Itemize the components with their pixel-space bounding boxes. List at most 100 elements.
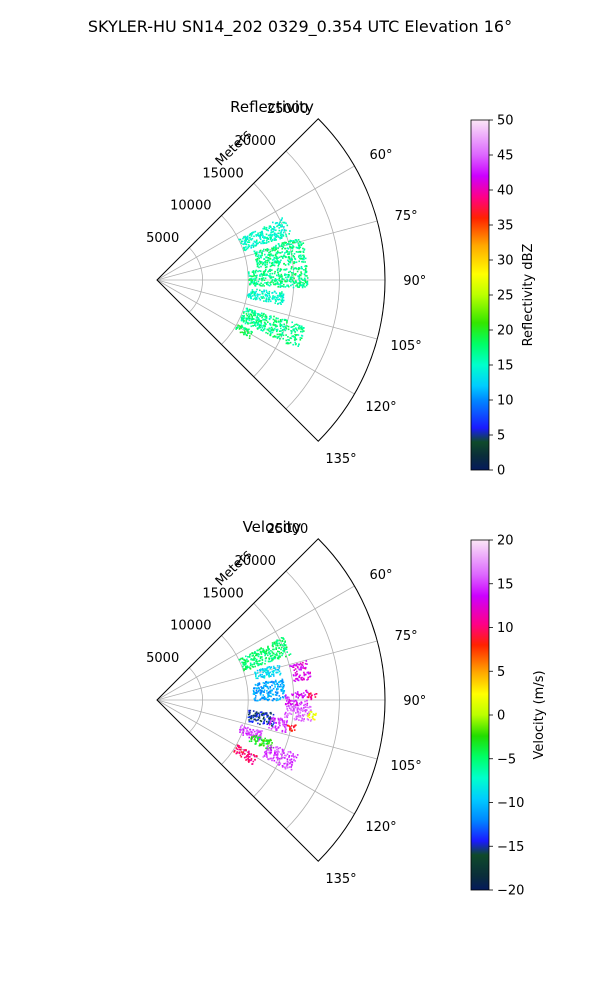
echo-gate xyxy=(282,235,285,237)
echo-gate xyxy=(276,668,279,671)
echo-gate xyxy=(261,233,264,235)
azimuth-spoke xyxy=(156,279,378,340)
echo-gate xyxy=(287,342,289,344)
echo-gate xyxy=(294,706,297,709)
echo-gate xyxy=(260,732,263,735)
echo-gate xyxy=(242,730,245,732)
echo-gate xyxy=(281,332,284,334)
colorbar-label: Velocity (m/s) xyxy=(532,670,547,759)
echo-gate xyxy=(304,662,307,665)
echo-gate xyxy=(282,749,285,751)
echo-gate xyxy=(257,254,260,256)
echo-gate xyxy=(268,751,270,754)
echo-gate xyxy=(276,269,279,271)
echo-gate xyxy=(294,337,296,340)
echo-gate xyxy=(271,742,273,744)
colorbar-label: Reflectivity dBZ xyxy=(521,244,536,347)
echo-gate xyxy=(268,740,271,743)
echo-gate xyxy=(276,748,278,751)
echo-gate xyxy=(284,247,287,250)
echo-gate xyxy=(295,267,298,270)
echo-gate xyxy=(282,724,285,727)
echo-gate xyxy=(240,657,242,660)
echo-gate xyxy=(256,731,259,733)
echo-gate xyxy=(248,273,250,275)
echo-gate xyxy=(254,654,257,657)
echo-gate xyxy=(251,321,254,324)
echo-gate xyxy=(275,689,278,691)
echo-gate xyxy=(294,719,296,721)
echo-gate xyxy=(279,338,281,340)
echo-gate xyxy=(280,231,282,234)
echo-gate xyxy=(267,234,270,237)
echo-gate xyxy=(268,270,270,272)
echo-gate xyxy=(294,692,297,694)
echo-gate xyxy=(283,762,285,765)
echo-gate xyxy=(284,767,287,770)
echo-gate xyxy=(303,678,305,680)
echo-gate xyxy=(293,725,296,728)
echo-gate xyxy=(299,666,302,669)
echo-gate xyxy=(279,325,282,327)
echo-gate xyxy=(257,653,259,655)
echo-gate xyxy=(280,285,282,288)
colorbar-tick-label: 35 xyxy=(497,219,514,234)
echo-gate xyxy=(306,275,308,277)
echo-gate xyxy=(254,699,256,701)
echo-gate xyxy=(299,716,302,718)
echo-gate xyxy=(269,717,272,719)
echo-gate xyxy=(260,711,263,713)
echo-gate xyxy=(243,249,246,251)
echo-gate xyxy=(272,648,274,651)
echo-gate xyxy=(286,243,289,245)
echo-gate xyxy=(300,328,302,330)
echo-gate xyxy=(272,246,275,248)
echo-gate xyxy=(301,714,304,716)
echo-gate xyxy=(283,752,285,754)
echo-gate xyxy=(259,320,261,322)
echo-gate xyxy=(256,662,259,665)
echo-gate xyxy=(259,275,261,277)
echo-gate xyxy=(268,330,271,333)
echo-gate xyxy=(267,652,270,654)
echo-gate xyxy=(287,276,290,278)
echo-gate xyxy=(253,281,255,283)
echo-gate xyxy=(256,283,259,285)
echo-gate xyxy=(257,322,259,325)
echo-gate xyxy=(292,666,295,668)
colorbar-tick-label: 0 xyxy=(497,464,505,479)
echo-gate xyxy=(245,759,247,761)
echo-gate xyxy=(282,294,285,296)
echo-gate xyxy=(264,266,267,269)
echo-gate xyxy=(301,267,303,270)
echo-gate xyxy=(280,259,282,262)
echo-gate xyxy=(241,658,244,660)
azimuth-tick-label: 135° xyxy=(325,452,356,467)
echo-gate xyxy=(268,726,270,729)
echo-gate xyxy=(278,277,281,280)
echo-gate xyxy=(303,713,306,716)
echo-gate xyxy=(277,336,279,338)
echo-gate xyxy=(260,320,263,322)
echo-gate xyxy=(302,327,305,329)
echo-gate xyxy=(274,752,276,755)
echo-gate xyxy=(246,658,248,661)
echo-gate xyxy=(297,711,299,713)
echo-gate xyxy=(283,638,285,640)
echo-gate xyxy=(296,715,299,718)
echo-gate xyxy=(269,686,272,689)
azimuth-tick-label: 90° xyxy=(403,694,426,709)
echo-gate xyxy=(279,673,281,676)
echo-gate xyxy=(286,762,289,765)
echo-gate xyxy=(303,249,306,251)
echo-gate xyxy=(297,679,300,682)
echo-gate xyxy=(284,325,286,328)
echo-gate xyxy=(259,692,262,694)
echo-gate xyxy=(262,649,265,652)
echo-gate xyxy=(263,258,265,260)
echo-gate xyxy=(261,314,263,317)
echo-gate xyxy=(290,758,293,760)
echo-gate xyxy=(254,291,256,294)
echo-gate xyxy=(289,727,291,730)
